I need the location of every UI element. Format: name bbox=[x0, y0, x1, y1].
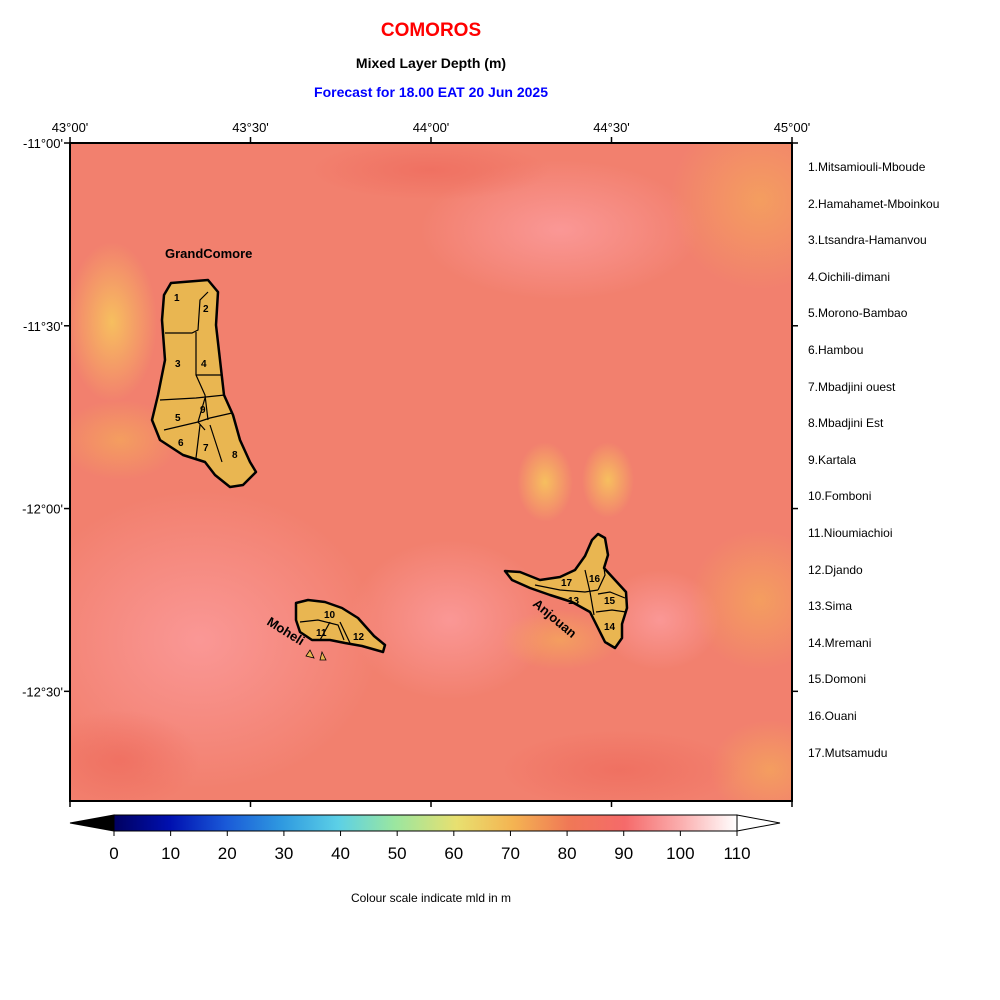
legend-item: 12.Djando bbox=[808, 562, 863, 577]
region-number: 1 bbox=[174, 293, 180, 304]
colorbar-tick-label: 100 bbox=[666, 844, 694, 863]
region-number: 14 bbox=[604, 622, 616, 633]
lon-tick-label: 45°00' bbox=[774, 120, 811, 135]
colorbar-tick-label: 0 bbox=[109, 844, 118, 863]
colorbar-gradient bbox=[113, 814, 738, 832]
region-number: 2 bbox=[203, 304, 209, 315]
lon-tick-label: 43°30' bbox=[232, 120, 269, 135]
region-number: 11 bbox=[316, 628, 327, 639]
grand-comore-label: GrandComore bbox=[165, 246, 252, 261]
colorbar-tick-label: 20 bbox=[218, 844, 237, 863]
region-legend: 1.Mitsamiouli-Mboude 2.Hamahamet-Mboinkou… bbox=[808, 158, 998, 780]
colorbar-tick-label: 40 bbox=[331, 844, 350, 863]
legend-item: 17.Mutsamudu bbox=[808, 745, 888, 760]
latitude-axis: -11°00' -11°30' -12°00' -12°30' bbox=[22, 136, 798, 699]
legend-item: 4.Oichili-dimani bbox=[808, 269, 891, 284]
region-number: 8 bbox=[232, 450, 238, 461]
colorbar: 0 10 20 30 40 50 60 70 80 90 100 110 bbox=[69, 814, 781, 863]
region-number: 9 bbox=[200, 405, 206, 416]
lat-tick-label: -12°00' bbox=[22, 502, 63, 517]
map-title: COMOROS bbox=[380, 20, 482, 41]
legend-item: 16.Ouani bbox=[808, 708, 857, 723]
mld-field bbox=[70, 143, 792, 801]
region-number: 10 bbox=[324, 610, 336, 621]
lon-tick-label: 43°00' bbox=[52, 120, 89, 135]
legend-item: 5.Morono-Bambao bbox=[808, 306, 908, 321]
legend-item: 6.Hambou bbox=[808, 342, 864, 357]
legend-item: 13.Sima bbox=[808, 599, 853, 614]
legend-item: 1.Mitsamiouli-Mboude bbox=[808, 160, 926, 174]
colorbar-tick-label: 30 bbox=[274, 844, 293, 863]
colorbar-tick-label: 90 bbox=[614, 844, 633, 863]
legend-item: 7.Mbadjini ouest bbox=[808, 379, 896, 394]
region-number: 4 bbox=[201, 359, 207, 370]
lat-tick-label: -12°30' bbox=[22, 684, 63, 699]
map-subtitle: Mixed Layer Depth (m) bbox=[355, 55, 507, 71]
lat-tick-label: -11°00' bbox=[23, 136, 63, 151]
legend-item: 9.Kartala bbox=[808, 452, 857, 467]
legend-item: 11.Nioumiachioi bbox=[808, 525, 893, 540]
legend-item: 8.Mbadjini Est bbox=[808, 416, 884, 431]
region-number: 13 bbox=[568, 596, 580, 607]
legend-item: 3.Ltsandra-Hamanvou bbox=[808, 233, 927, 248]
colorbar-tick-label: 50 bbox=[388, 844, 407, 863]
region-number: 6 bbox=[178, 438, 184, 449]
lon-tick-label: 44°30' bbox=[593, 120, 630, 135]
legend-item: 14.Mremani bbox=[808, 635, 872, 650]
legend-item: 2.Hamahamet-Mboinkou bbox=[808, 196, 940, 211]
colorbar-caption: Colour scale indicate mld in m bbox=[350, 891, 512, 905]
legend-item: 15.Domoni bbox=[808, 672, 867, 687]
colorbar-tick-label: 110 bbox=[723, 844, 750, 863]
region-number: 5 bbox=[175, 413, 181, 424]
colorbar-tick-label: 80 bbox=[558, 844, 577, 863]
legend-item: 10.Fomboni bbox=[808, 489, 872, 504]
grand-comore-island: 1 2 3 4 5 6 7 8 9 GrandComore bbox=[150, 246, 258, 489]
region-number: 17 bbox=[561, 578, 573, 589]
lon-tick-label: 44°00' bbox=[413, 120, 450, 135]
region-number: 16 bbox=[589, 574, 601, 585]
colorbar-tick-label: 60 bbox=[444, 844, 463, 863]
region-number: 7 bbox=[203, 443, 209, 454]
lat-tick-label: -11°30' bbox=[23, 319, 63, 334]
colorbar-tick-label: 10 bbox=[161, 844, 180, 863]
region-number: 3 bbox=[175, 359, 181, 370]
region-number: 12 bbox=[353, 632, 365, 643]
colorbar-tick-label: 70 bbox=[501, 844, 520, 863]
longitude-axis: 43°00' 43°30' 44°00' 44°30' 45°00' bbox=[52, 120, 811, 807]
region-number: 15 bbox=[604, 596, 616, 607]
forecast-label: Forecast for 18.00 EAT 20 Jun 2025 bbox=[314, 84, 548, 100]
